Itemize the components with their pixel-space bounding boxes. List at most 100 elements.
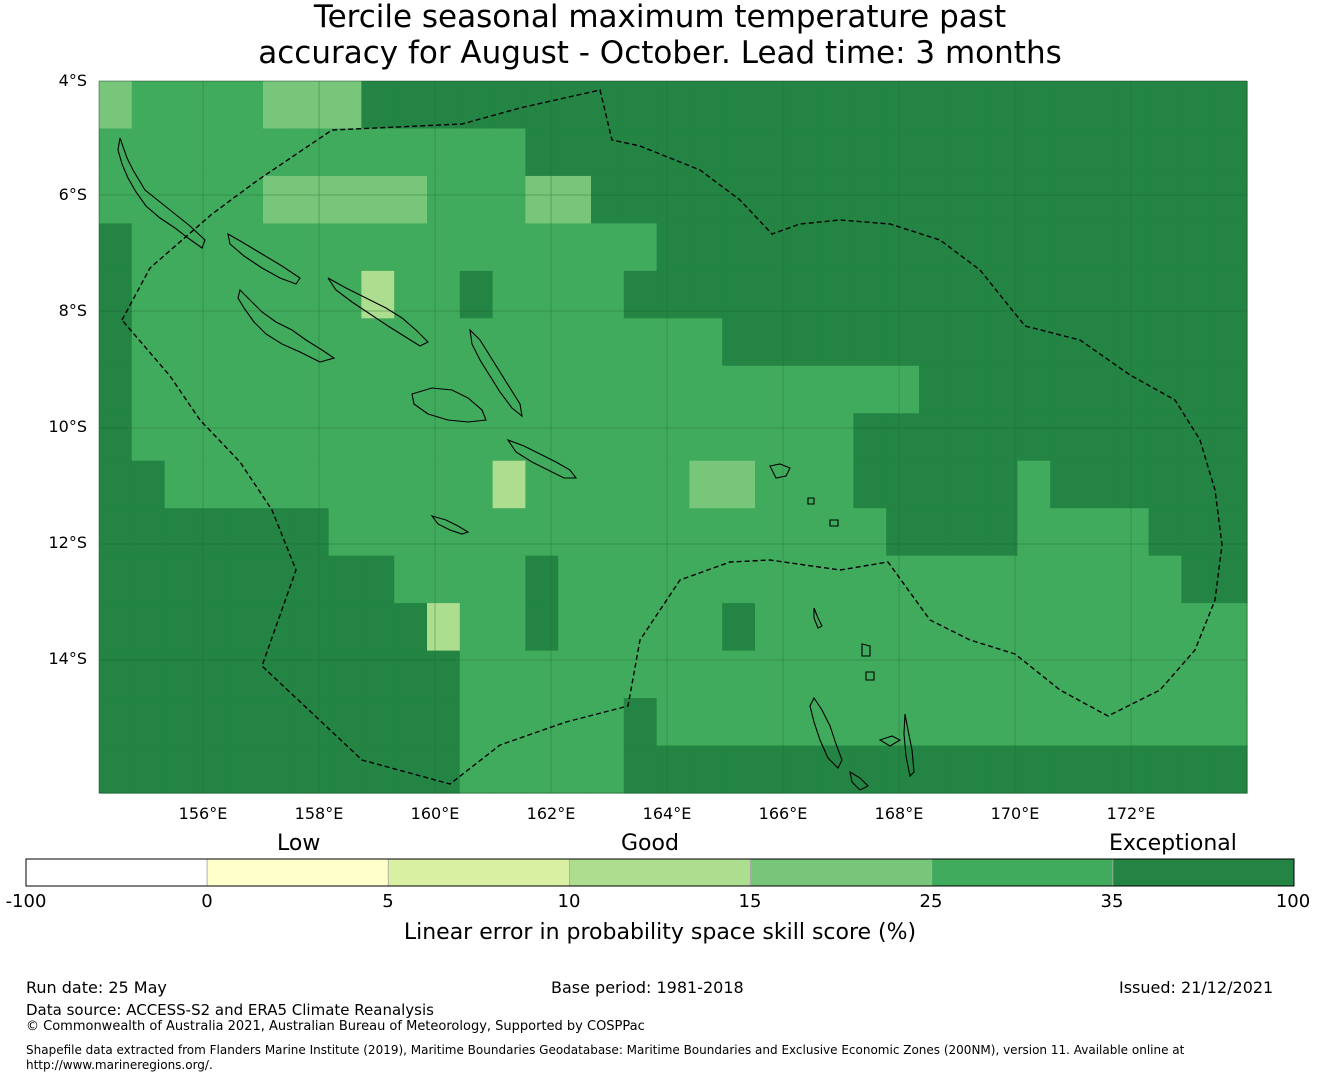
skill-cell [1083,365,1117,414]
skill-cell [1181,318,1215,367]
skill-cell [328,745,362,794]
skill-cell [328,365,362,414]
skill-cell [787,650,822,699]
skill-cell [787,460,822,509]
skill-cell [886,318,920,367]
skill-cell [99,413,133,462]
base-period: Base period: 1981-2018 [551,978,744,997]
lon-label-164e: 164°E [642,804,692,823]
skill-cell [361,175,395,224]
skill-cell [361,508,395,557]
skill-cell [755,175,789,224]
skill-cell [263,698,297,747]
skill-cell [394,460,428,509]
skill-cell [919,698,953,747]
skill-cell [459,175,494,224]
data-source: Data source: ACCESS-S2 and ERA5 Climate … [26,1001,434,1019]
skill-cell [164,81,198,130]
skill-cell [755,413,789,462]
skill-cell [755,270,789,319]
skill-cell [919,555,953,604]
skill-cell [1214,650,1248,699]
skill-cell [820,555,854,604]
skill-cell [591,745,625,794]
skill-cell [1181,175,1215,224]
skill-cell [394,603,428,652]
skill-cell [492,413,526,462]
skill-cell [623,175,658,224]
graticule [99,81,1247,793]
skill-cell [623,270,658,319]
skill-cell [328,223,362,272]
skill-cell [99,460,133,509]
torres-islands-coast [813,607,823,629]
skill-cell [230,508,264,557]
skill-cell [1214,318,1248,367]
skill-cell [492,318,526,367]
skill-cell [1083,555,1117,604]
lon-label-168e: 168°E [874,804,924,823]
skill-cell [1017,223,1051,272]
anuta-coast [829,519,839,527]
colorbar-segment [569,858,751,887]
skill-cell [1050,270,1084,319]
skill-cell [1083,128,1117,177]
skill-cell [755,365,789,414]
skill-cell [558,128,592,177]
skill-cell [427,128,461,177]
skill-cell [919,365,953,414]
skill-cell [853,318,887,367]
skill-cell [689,460,723,509]
skill-cell [131,128,166,177]
skill-cell [886,508,920,557]
skill-cell [886,460,920,509]
skill-cell [1181,128,1215,177]
skill-cell [492,698,526,747]
colorbar-segment [387,858,570,887]
skill-cell [394,698,428,747]
skill-cell [197,318,231,367]
skill-cell [1148,460,1182,509]
skill-cell [787,413,822,462]
skill-cell [558,555,592,604]
skill-cell [919,175,953,224]
skill-cell [853,128,887,177]
skill-cell [492,650,526,699]
copyright: © Commonwealth of Australia 2021, Austra… [26,1019,645,1034]
skill-cell [951,270,986,319]
skill-cell [1148,223,1182,272]
skill-cell [787,508,822,557]
skill-cell [722,508,756,557]
skill-cell [492,745,526,794]
tikopia-coast [807,497,815,505]
skill-cell [722,413,756,462]
skill-cell [656,318,690,367]
skill-cell [1148,270,1182,319]
skill-cell [886,270,920,319]
banks-islands-coast [861,643,871,657]
skill-cell [525,698,559,747]
skill-cell [886,175,920,224]
skill-cell [919,223,953,272]
skill-cell [1148,745,1182,794]
skill-cell [1115,175,1150,224]
skill-cell [1148,81,1182,130]
skill-cell [1017,318,1051,367]
skill-cell [591,508,625,557]
skill-cell [164,555,198,604]
skill-cell [394,175,428,224]
skill-cell [853,650,887,699]
skill-cell [361,555,395,604]
skill-cell [951,745,986,794]
skill-cell [1148,650,1182,699]
skill-cell [328,128,362,177]
skill-cell [689,413,723,462]
skill-cell [689,175,723,224]
skill-cell [984,413,1018,462]
skill-cell [1115,270,1150,319]
skill-cell [1050,603,1084,652]
skill-cell [525,745,559,794]
solomon-islands-eez-boundary [121,89,1223,785]
skill-cell [295,745,330,794]
skill-cell [656,555,690,604]
